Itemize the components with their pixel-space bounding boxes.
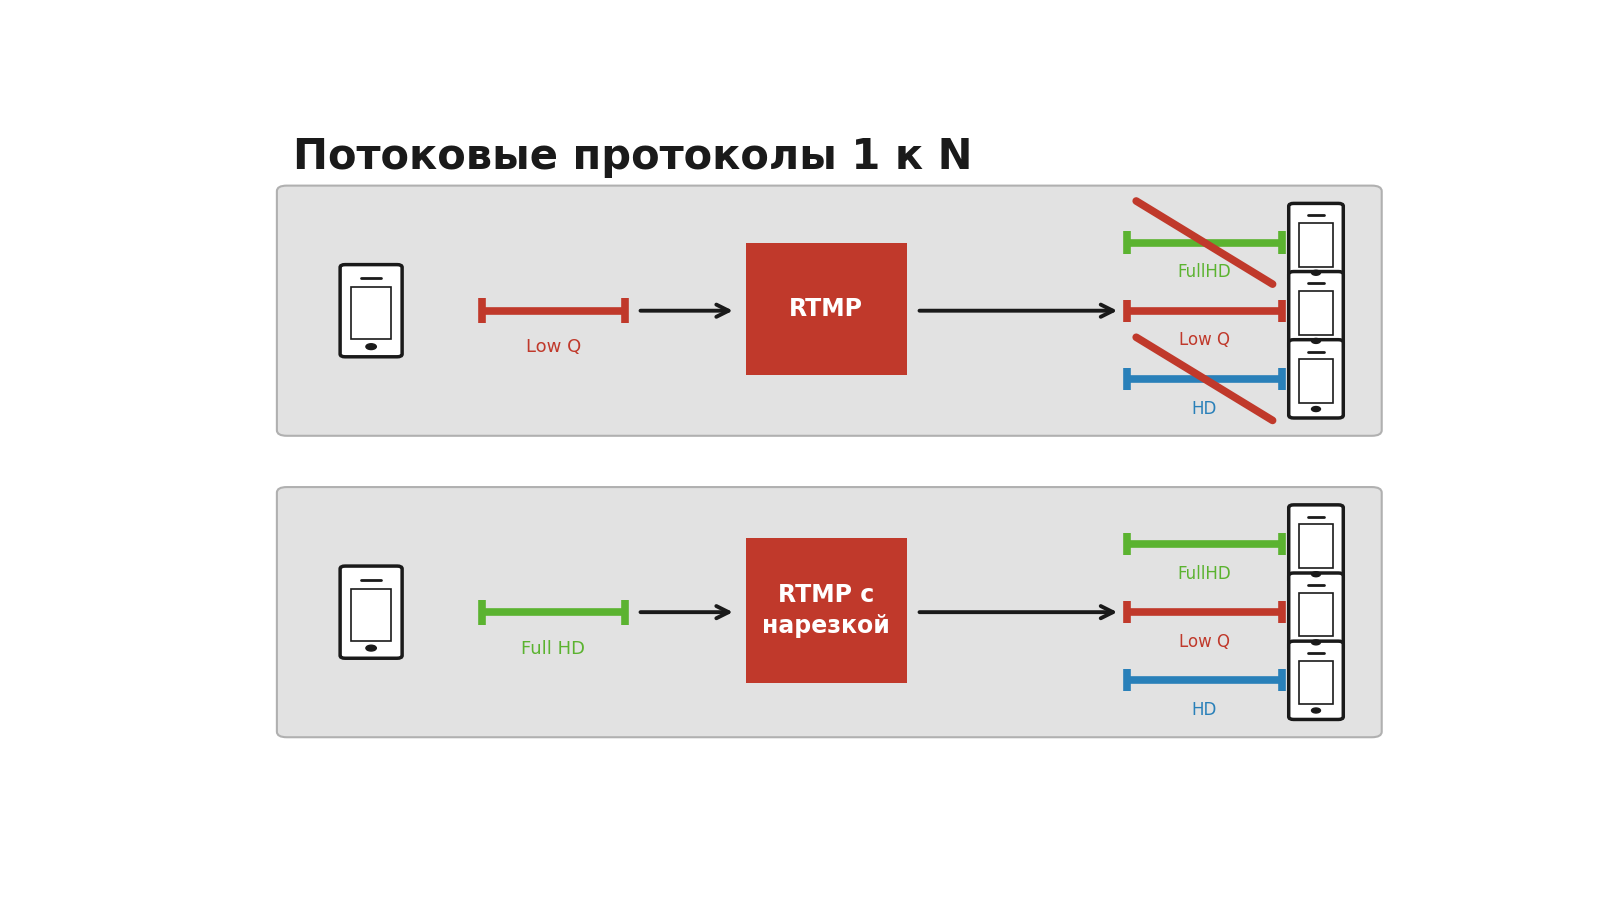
Bar bbox=[1299, 223, 1333, 266]
Circle shape bbox=[1312, 338, 1320, 344]
Bar bbox=[1299, 291, 1333, 335]
Bar bbox=[1299, 525, 1333, 568]
Text: HD: HD bbox=[1192, 701, 1218, 719]
Circle shape bbox=[366, 645, 376, 651]
Text: Low Q: Low Q bbox=[526, 338, 581, 356]
Bar bbox=[1299, 592, 1333, 636]
Bar bbox=[1299, 359, 1333, 403]
Circle shape bbox=[1312, 708, 1320, 713]
Text: RTMP с
нарезкой: RTMP с нарезкой bbox=[762, 583, 890, 638]
FancyBboxPatch shape bbox=[1288, 573, 1344, 652]
FancyBboxPatch shape bbox=[1288, 505, 1344, 583]
FancyBboxPatch shape bbox=[1288, 272, 1344, 350]
FancyBboxPatch shape bbox=[341, 566, 402, 658]
Text: Full HD: Full HD bbox=[522, 640, 586, 658]
Text: FullHD: FullHD bbox=[1178, 565, 1232, 583]
Text: FullHD: FullHD bbox=[1178, 264, 1232, 282]
Bar bbox=[746, 243, 907, 374]
Bar bbox=[746, 537, 907, 683]
Text: RTMP: RTMP bbox=[789, 297, 864, 321]
Bar bbox=[1299, 661, 1333, 705]
FancyBboxPatch shape bbox=[277, 185, 1382, 436]
Text: Low Q: Low Q bbox=[1179, 633, 1230, 651]
Text: Потоковые протоколы 1 к N: Потоковые протоколы 1 к N bbox=[293, 136, 973, 177]
Bar bbox=[352, 287, 390, 339]
Circle shape bbox=[1312, 572, 1320, 577]
Circle shape bbox=[1312, 407, 1320, 411]
Circle shape bbox=[366, 344, 376, 349]
Circle shape bbox=[1312, 270, 1320, 275]
FancyBboxPatch shape bbox=[341, 265, 402, 356]
FancyBboxPatch shape bbox=[1288, 641, 1344, 719]
Circle shape bbox=[1312, 640, 1320, 644]
Text: Low Q: Low Q bbox=[1179, 331, 1230, 349]
Bar bbox=[352, 589, 390, 641]
Text: HD: HD bbox=[1192, 400, 1218, 418]
FancyBboxPatch shape bbox=[277, 487, 1382, 737]
FancyBboxPatch shape bbox=[1288, 339, 1344, 418]
FancyBboxPatch shape bbox=[1288, 203, 1344, 282]
